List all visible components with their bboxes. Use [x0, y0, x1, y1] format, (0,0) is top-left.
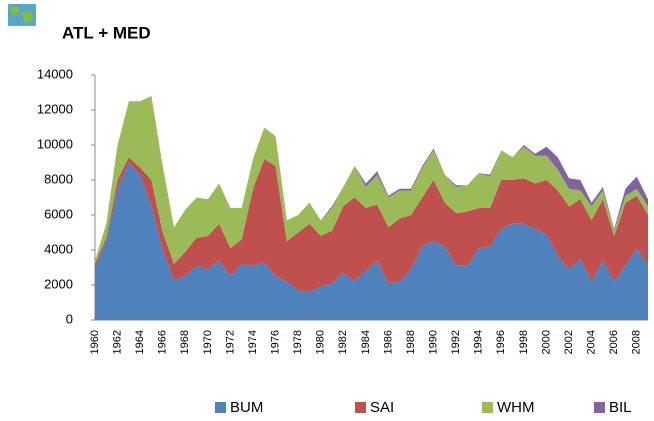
globe-icon — [8, 4, 36, 26]
x-tick-label: 1964 — [134, 330, 146, 354]
y-tick-label: 4000 — [44, 241, 73, 256]
x-tick-label: 1970 — [202, 330, 214, 354]
x-tick-label: 1982 — [337, 330, 349, 354]
x-tick-label: 2004 — [585, 330, 597, 354]
x-tick-label: 1996 — [495, 330, 507, 354]
area — [95, 162, 648, 320]
x-tick-label: 1986 — [382, 330, 394, 354]
y-tick-label: 2000 — [44, 276, 73, 291]
x-tick-label: 1972 — [224, 330, 236, 354]
legend-label: BUM — [230, 399, 263, 416]
x-tick-label: 1978 — [292, 330, 304, 354]
legend-swatch — [215, 402, 226, 413]
chart-title: ATL + MED — [62, 23, 151, 42]
x-tick-label: 1992 — [450, 330, 462, 354]
x-tick-label: 1976 — [269, 330, 281, 354]
x-tick-label: 1984 — [360, 330, 372, 354]
x-tick-label: 2002 — [563, 330, 575, 354]
area — [95, 96, 648, 264]
x-tick-label: 1966 — [157, 330, 169, 354]
legend-label: WHM — [497, 399, 535, 416]
x-tick-label: 2006 — [608, 330, 620, 354]
x-tick-label: 1980 — [315, 330, 327, 354]
legend-label: SAI — [370, 399, 394, 416]
legend-swatch — [355, 402, 366, 413]
y-tick-label: 0 — [66, 311, 73, 326]
y-tick-label: 14000 — [37, 66, 73, 81]
x-tick-label: 1998 — [518, 330, 530, 354]
y-tick-label: 12000 — [37, 101, 73, 116]
y-tick-label: 8000 — [44, 171, 73, 186]
y-tick-label: 10000 — [37, 136, 73, 151]
x-tick-label: 1988 — [405, 330, 417, 354]
area — [95, 157, 648, 292]
x-tick-label: 1994 — [473, 330, 485, 354]
legend-swatch — [482, 402, 493, 413]
legend-label: BIL — [609, 399, 632, 416]
y-tick-label: 6000 — [44, 206, 73, 221]
legend-swatch — [594, 402, 605, 413]
x-tick-label: 1974 — [247, 330, 259, 354]
x-tick-label: 1960 — [89, 330, 101, 354]
x-tick-label: 1990 — [427, 330, 439, 354]
x-tick-label: 2008 — [631, 330, 643, 354]
x-tick-label: 1968 — [179, 330, 191, 354]
x-tick-label: 1962 — [111, 330, 123, 354]
x-tick-label: 2000 — [540, 330, 552, 354]
area — [95, 96, 648, 261]
